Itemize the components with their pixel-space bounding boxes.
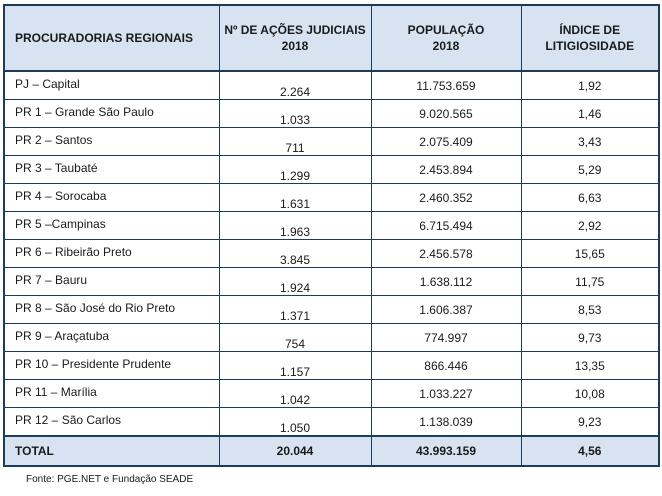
cell-region: PR 11 – Marília bbox=[3, 379, 220, 408]
cell-populacao: 1.638.112 bbox=[370, 267, 522, 296]
cell-acoes: 1.050 bbox=[218, 407, 372, 437]
cell-populacao: 1.033.227 bbox=[370, 379, 522, 408]
cell-populacao: 2.453.894 bbox=[370, 155, 522, 184]
table-row: PR 4 – Sorocaba 1.631 2.460.352 6,63 bbox=[3, 183, 660, 212]
cell-populacao: 9.020.565 bbox=[370, 99, 522, 128]
cell-indice: 11,75 bbox=[520, 267, 660, 296]
cell-acoes: 2.264 bbox=[218, 71, 372, 100]
cell-populacao: 6.715.494 bbox=[370, 211, 522, 240]
total-indice: 4,56 bbox=[520, 435, 660, 467]
cell-acoes: 1.042 bbox=[218, 379, 372, 408]
table-header: PROCURADORIAS REGIONAIS Nº DE AÇÕES JUDI… bbox=[3, 5, 660, 72]
table-row: PR 2 – Santos 711 2.075.409 3,43 bbox=[3, 127, 660, 156]
cell-region: PR 9 – Araçatuba bbox=[3, 323, 220, 352]
table-row: PR 11 – Marília 1.042 1.033.227 10,08 bbox=[3, 379, 660, 408]
cell-acoes: 1.631 bbox=[218, 183, 372, 212]
cell-region: PR 1 – Grande São Paulo bbox=[3, 99, 220, 128]
table-row: PR 5 –Campinas 1.963 6.715.494 2,92 bbox=[3, 211, 660, 240]
header-pop-line2: 2018 bbox=[432, 39, 460, 53]
table-row: PR 7 – Bauru 1.924 1.638.112 11,75 bbox=[3, 267, 660, 296]
cell-acoes: 1.157 bbox=[218, 351, 372, 380]
cell-region: PJ – Capital bbox=[3, 71, 220, 100]
cell-indice: 1,92 bbox=[520, 71, 660, 100]
header-idx-line2: LITIGIOSIDADE bbox=[545, 39, 635, 53]
source-note: Fonte: PGE.NET e Fundação SEADE bbox=[26, 474, 194, 485]
table-body: PJ – Capital 2.264 11.753.659 1,92 PR 1 … bbox=[3, 71, 660, 467]
cell-indice: 13,35 bbox=[520, 351, 660, 380]
table-row: PR 8 – São José do Rio Preto 1.371 1.606… bbox=[3, 295, 660, 324]
cell-indice: 9,73 bbox=[520, 323, 660, 352]
cell-acoes: 1.963 bbox=[218, 211, 372, 240]
cell-indice: 1,46 bbox=[520, 99, 660, 128]
cell-acoes: 754 bbox=[218, 323, 372, 352]
header-acoes-line2: 2018 bbox=[281, 39, 309, 53]
table-row: PR 1 – Grande São Paulo 1.033 9.020.565 … bbox=[3, 99, 660, 128]
header-indice: ÍNDICE DE LITIGIOSIDADE bbox=[520, 5, 660, 72]
cell-acoes: 711 bbox=[218, 127, 372, 156]
total-label: TOTAL bbox=[3, 435, 220, 467]
cell-region: PR 12 – São Carlos bbox=[3, 407, 220, 437]
cell-acoes: 1.299 bbox=[218, 155, 372, 184]
cell-indice: 5,29 bbox=[520, 155, 660, 184]
cell-indice: 2,92 bbox=[520, 211, 660, 240]
cell-region: PR 6 – Ribeirão Preto bbox=[3, 239, 220, 268]
header-pop-line1: POPULAÇÃO bbox=[407, 23, 485, 37]
cell-indice: 3,43 bbox=[520, 127, 660, 156]
cell-populacao: 774.997 bbox=[370, 323, 522, 352]
table-row: PR 6 – Ribeirão Preto 3.845 2.456.578 15… bbox=[3, 239, 660, 268]
total-acoes: 20.044 bbox=[218, 435, 372, 467]
cell-indice: 9,23 bbox=[520, 407, 660, 437]
cell-region: PR 3 – Taubaté bbox=[3, 155, 220, 184]
cell-populacao: 2.456.578 bbox=[370, 239, 522, 268]
litigiosidade-table: PROCURADORIAS REGIONAIS Nº DE AÇÕES JUDI… bbox=[3, 4, 660, 467]
total-populacao: 43.993.159 bbox=[370, 435, 522, 467]
cell-acoes: 3.845 bbox=[218, 239, 372, 268]
cell-populacao: 1.138.039 bbox=[370, 407, 522, 437]
cell-populacao: 866.446 bbox=[370, 351, 522, 380]
header-region: PROCURADORIAS REGIONAIS bbox=[3, 5, 220, 72]
cell-indice: 15,65 bbox=[520, 239, 660, 268]
cell-populacao: 2.460.352 bbox=[370, 183, 522, 212]
cell-region: PR 5 –Campinas bbox=[3, 211, 220, 240]
table-row: PR 12 – São Carlos 1.050 1.138.039 9,23 bbox=[3, 407, 660, 437]
table-row: PR 10 – Presidente Prudente 1.157 866.44… bbox=[3, 351, 660, 380]
cell-region: PR 10 – Presidente Prudente bbox=[3, 351, 220, 380]
table-row: PR 9 – Araçatuba 754 774.997 9,73 bbox=[3, 323, 660, 352]
cell-indice: 10,08 bbox=[520, 379, 660, 408]
cell-indice: 6,63 bbox=[520, 183, 660, 212]
cell-populacao: 1.606.387 bbox=[370, 295, 522, 324]
cell-region: PR 2 – Santos bbox=[3, 127, 220, 156]
cell-acoes: 1.924 bbox=[218, 267, 372, 296]
header-acoes-line1: Nº DE AÇÕES JUDICIAIS bbox=[224, 23, 366, 37]
header-idx-line1: ÍNDICE DE bbox=[559, 23, 621, 37]
cell-populacao: 2.075.409 bbox=[370, 127, 522, 156]
cell-region: PR 7 – Bauru bbox=[3, 267, 220, 296]
cell-region: PR 8 – São José do Rio Preto bbox=[3, 295, 220, 324]
table-row: PR 3 – Taubaté 1.299 2.453.894 5,29 bbox=[3, 155, 660, 184]
header-populacao: POPULAÇÃO 2018 bbox=[370, 5, 522, 72]
cell-acoes: 1.371 bbox=[218, 295, 372, 324]
cell-acoes: 1.033 bbox=[218, 99, 372, 128]
cell-region: PR 4 – Sorocaba bbox=[3, 183, 220, 212]
total-row: TOTAL 20.044 43.993.159 4,56 bbox=[3, 435, 660, 467]
cell-indice: 8,53 bbox=[520, 295, 660, 324]
header-row: PROCURADORIAS REGIONAIS Nº DE AÇÕES JUDI… bbox=[3, 5, 660, 72]
litigiosidade-table-wrapper: PROCURADORIAS REGIONAIS Nº DE AÇÕES JUDI… bbox=[3, 4, 660, 467]
cell-populacao: 11.753.659 bbox=[370, 71, 522, 100]
header-acoes: Nº DE AÇÕES JUDICIAIS 2018 bbox=[218, 5, 372, 72]
table-row: PJ – Capital 2.264 11.753.659 1,92 bbox=[3, 71, 660, 100]
